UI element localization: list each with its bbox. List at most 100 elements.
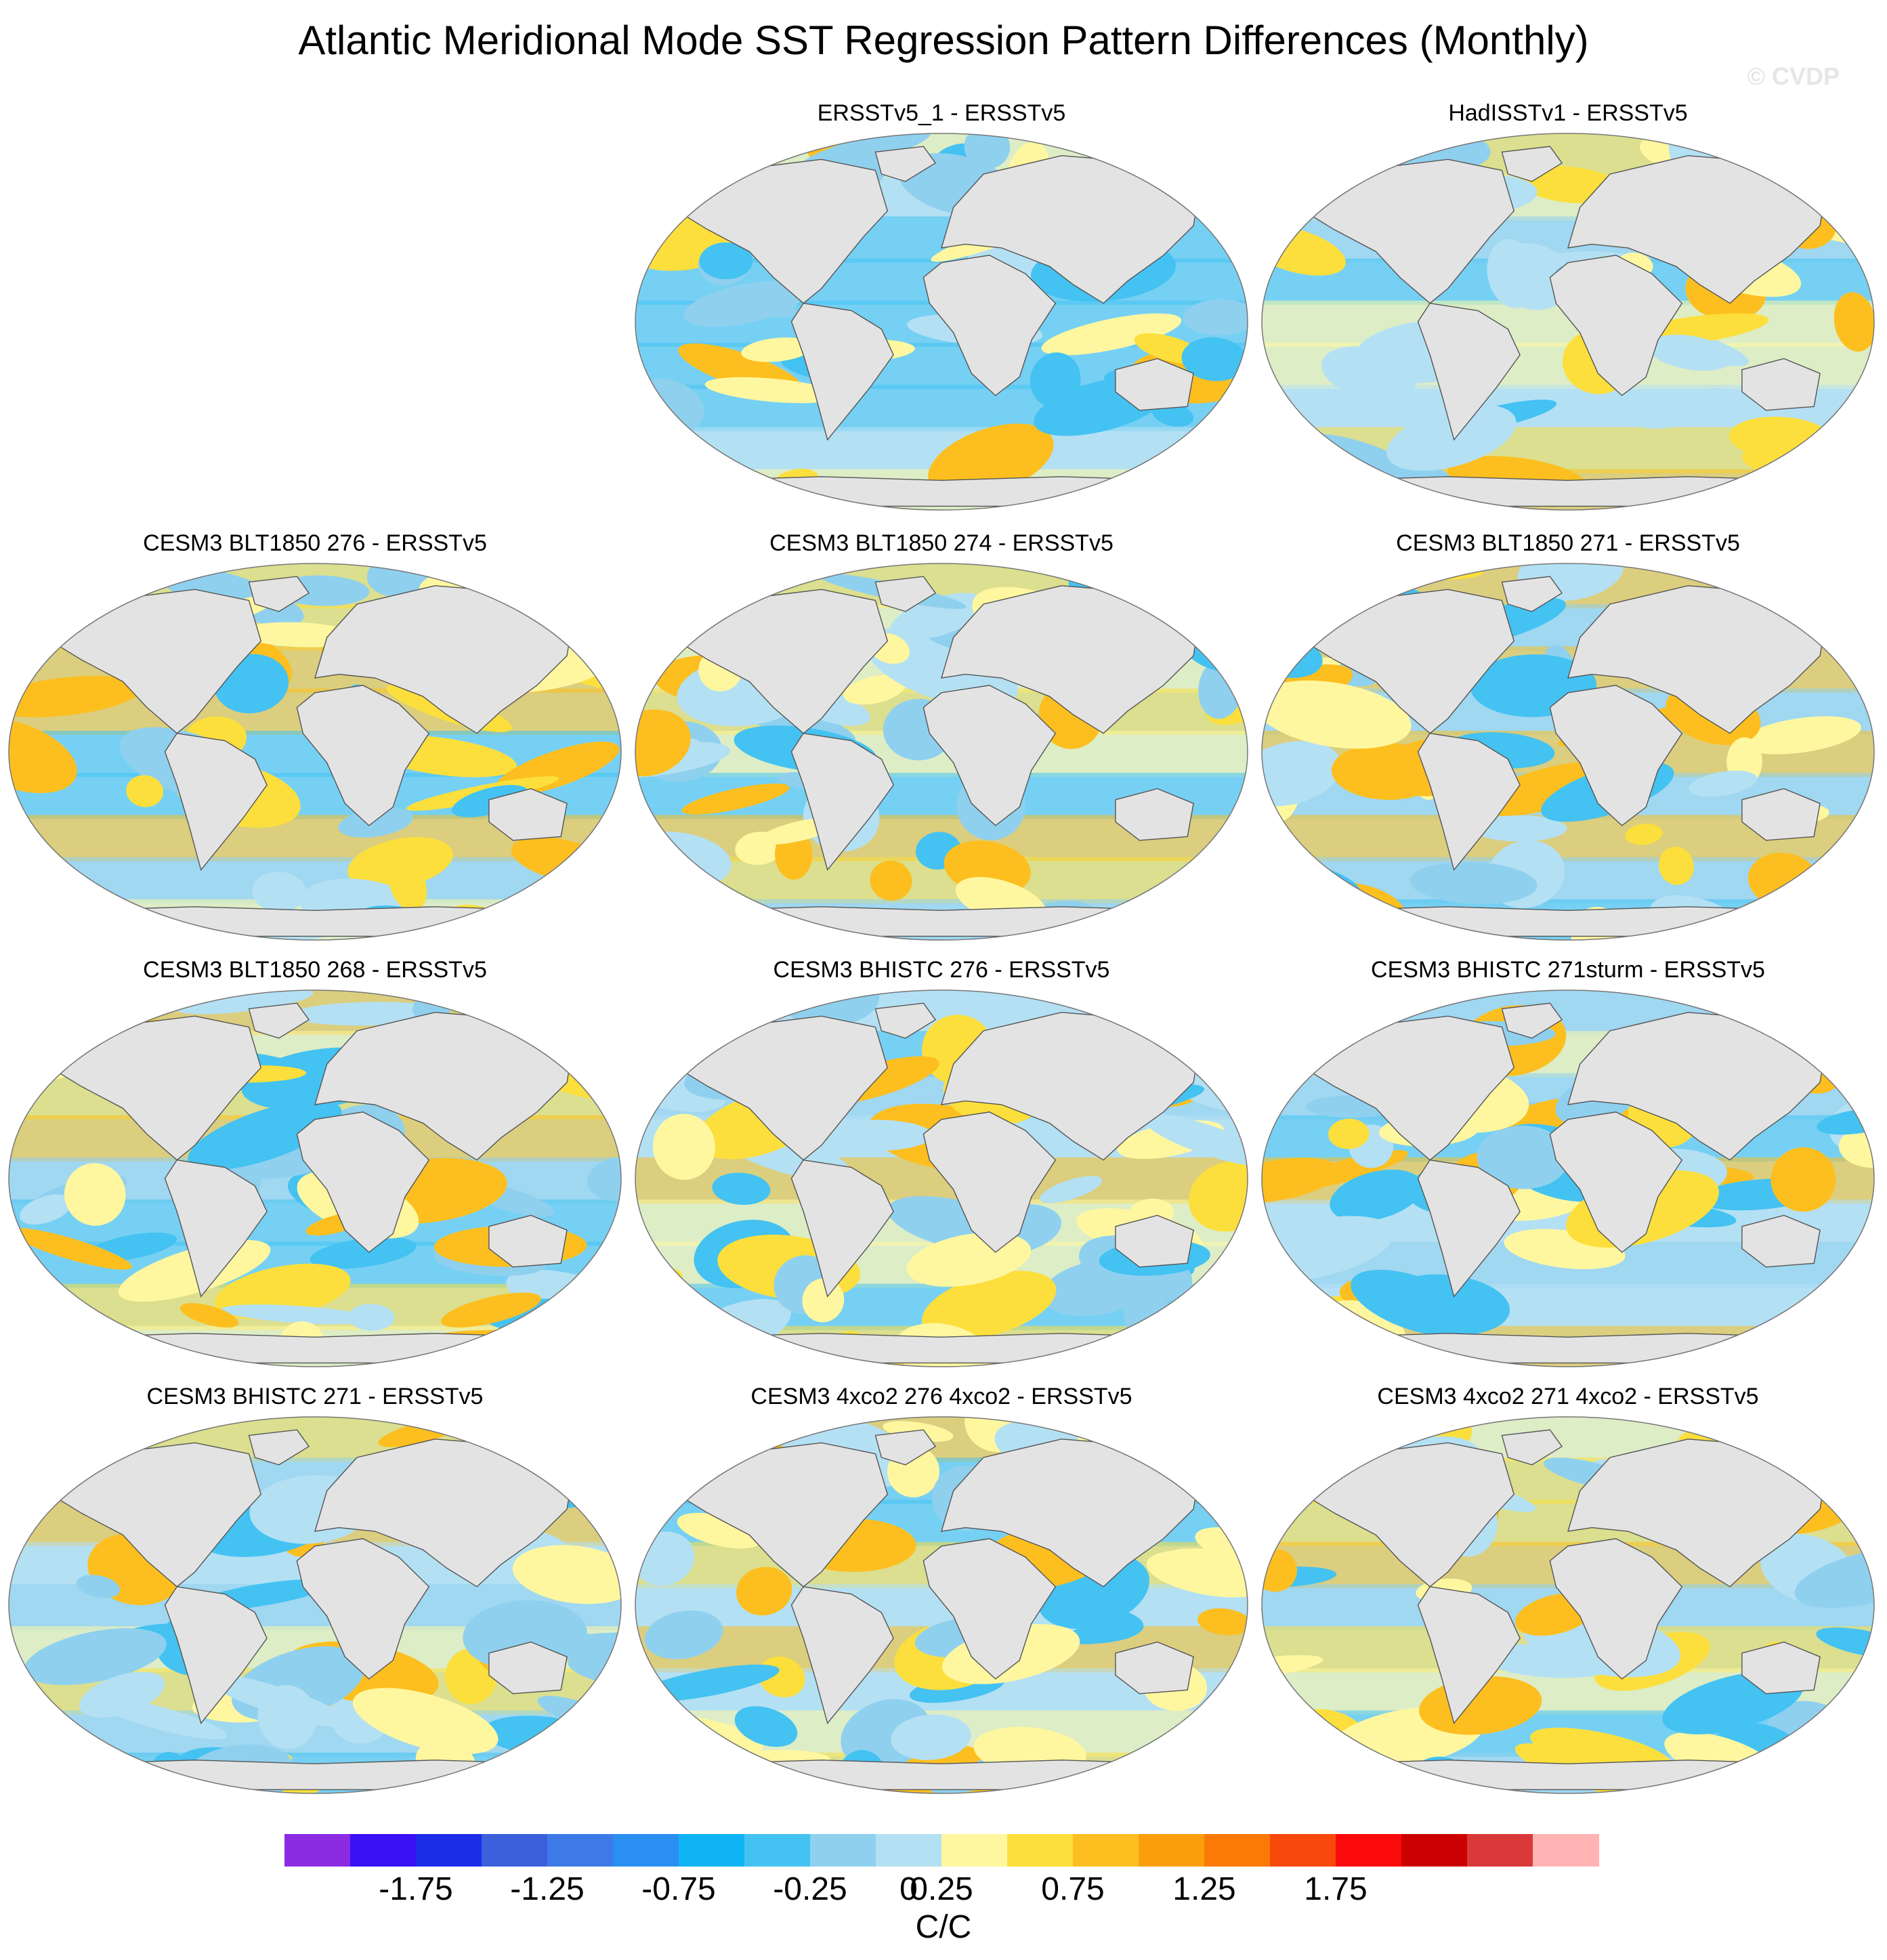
panel-title: CESM3 BLT1850 276 - ERSSTv5 (143, 530, 487, 556)
map-outline (1261, 563, 1875, 941)
sst-anomaly-patch (736, 1567, 792, 1616)
sst-anomaly-patch (19, 1194, 72, 1224)
sst-field (1262, 563, 1874, 940)
sst-anomaly-patch (1188, 1161, 1248, 1232)
sst-anomaly-patch (1040, 1176, 1103, 1203)
sst-anomaly-patch (727, 292, 797, 318)
landmass (1417, 1159, 1521, 1298)
sst-anomaly-patch (1780, 1417, 1874, 1442)
sst-anomaly-patch (1844, 624, 1874, 645)
sst-anomaly-patch (1169, 467, 1248, 510)
landmass (75, 906, 555, 937)
sst-anomaly-patch (1262, 488, 1328, 510)
landmass (164, 1159, 268, 1298)
sst-anomaly-patch (1328, 1118, 1370, 1149)
watermark: © CVDP (1747, 62, 1840, 90)
sst-anomaly-patch (1094, 495, 1185, 510)
sst-anomaly-patch (24, 1628, 167, 1685)
sst-field (9, 563, 621, 940)
colorbar-units: C/C (915, 1909, 972, 1945)
sst-anomaly-patch (221, 1304, 373, 1325)
colorbar-swatch (810, 1834, 876, 1867)
sst-anomaly-patch (1804, 1723, 1874, 1785)
map-outline (635, 133, 1248, 511)
landmass (1296, 1442, 1515, 1588)
sst-anomaly-patch (252, 872, 307, 912)
sst-anomaly-patch (1784, 137, 1874, 178)
sst-anomaly-patch (79, 1671, 165, 1718)
sst-anomaly-patch (156, 565, 304, 625)
sst-anomaly-patch (681, 783, 790, 815)
sst-anomaly-patch (587, 1157, 621, 1201)
sst-anomaly-patch (734, 1706, 798, 1747)
sst-anomaly-patch (1818, 563, 1874, 598)
panel-title: CESM3 BLT1850 271 - ERSSTv5 (1396, 530, 1740, 556)
sst-anomaly-patch (566, 876, 607, 918)
map-outline (8, 1416, 622, 1794)
colorbar-swatch (1204, 1834, 1271, 1867)
colorbar-tick-label: 1.75 (1304, 1871, 1367, 1907)
sst-anomaly-patch (9, 1227, 132, 1270)
sst-anomaly-patch (512, 1545, 621, 1604)
landmass (1549, 685, 1683, 826)
sst-anomaly-patch (843, 675, 906, 705)
sst-anomaly-patch (1041, 313, 1182, 356)
landmass (43, 589, 262, 734)
sst-anomaly-patch (1186, 908, 1248, 940)
sst-anomaly-patch (1689, 770, 1758, 797)
sst-field (9, 1417, 621, 1793)
colorbar-tick-label: -1.75 (379, 1871, 453, 1907)
sst-anomaly-patch (652, 1113, 715, 1180)
panel-title: CESM3 BHISTC 276 - ERSSTv5 (773, 957, 1110, 983)
sst-anomaly-patch (1477, 1126, 1569, 1189)
sst-anomaly-patch (9, 1004, 115, 1032)
landmass (1567, 1439, 1827, 1588)
sst-difference-map (8, 563, 622, 941)
landmass (296, 1111, 430, 1253)
panel-title: CESM3 4xco2 276 4xco2 - ERSSTv5 (750, 1384, 1132, 1409)
sst-anomaly-patch (1351, 1269, 1477, 1336)
sst-anomaly-patch (525, 1632, 621, 1659)
landmass (248, 1429, 310, 1466)
sst-anomaly-patch (1409, 861, 1538, 905)
landmass (1328, 1333, 1808, 1364)
sst-field (1262, 990, 1874, 1367)
sst-anomaly-patch (1262, 680, 1412, 749)
page-title: Atlantic Meridional Mode SST Regression … (298, 18, 1589, 63)
landmass (923, 1538, 1057, 1680)
landmass (1417, 1586, 1521, 1724)
landmass (790, 733, 894, 871)
sst-anomaly-patch (821, 1120, 933, 1151)
colorbar-swatch (1336, 1834, 1402, 1867)
sst-anomaly-patch (175, 990, 314, 1015)
sst-difference-map (1261, 1416, 1875, 1794)
colorbar-swatch (547, 1834, 614, 1867)
sst-anomaly-patch (635, 1664, 780, 1702)
sst-anomaly-patch (1183, 299, 1248, 336)
landmass (941, 1012, 1200, 1161)
landmass (1501, 1002, 1563, 1039)
colorbar-swatch (416, 1834, 482, 1867)
sst-anomaly-patch (1135, 1338, 1191, 1356)
sst-anomaly-patch (800, 133, 931, 171)
sst-anomaly-patch (870, 860, 912, 901)
colorbar-swatch (941, 1834, 1008, 1867)
landmass (164, 733, 268, 871)
sst-anomaly-patch (553, 1417, 597, 1453)
sst-anomaly-patch (352, 1688, 499, 1754)
landmass (1549, 255, 1683, 396)
sst-anomaly-patch (9, 1305, 91, 1342)
landmass (1741, 358, 1821, 411)
sst-difference-map (635, 563, 1248, 941)
landmass (701, 1333, 1182, 1364)
sst-anomaly-patch (1625, 824, 1663, 845)
sst-anomaly-patch (1658, 847, 1694, 885)
landmass (701, 906, 1182, 937)
sst-anomaly-patch (1330, 1169, 1423, 1222)
sst-anomaly-patch (677, 1512, 762, 1549)
sst-anomaly-patch (64, 1163, 126, 1226)
landmass (1549, 1538, 1683, 1680)
sst-anomaly-patch (1771, 1147, 1836, 1212)
sst-anomaly-patch (1779, 1750, 1874, 1786)
sst-anomaly-patch (741, 337, 813, 362)
